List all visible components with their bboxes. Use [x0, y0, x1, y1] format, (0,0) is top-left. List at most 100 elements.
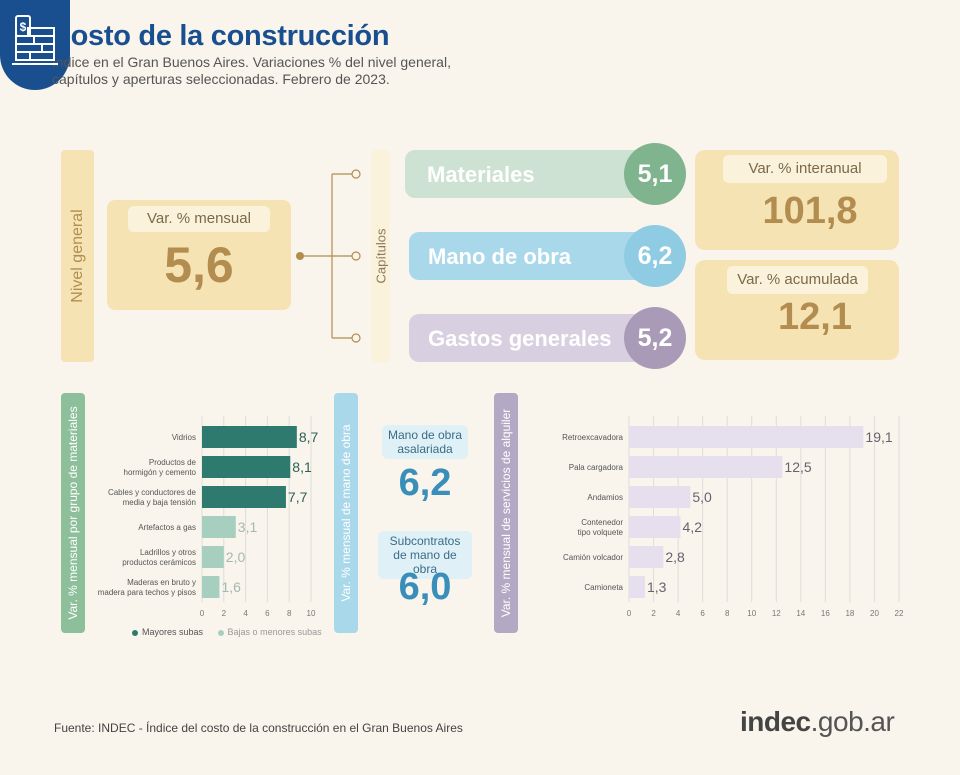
interanual-label: Var. % interanual: [723, 155, 887, 183]
capitulo-gastos-bar: Gastos generales: [409, 314, 655, 362]
bar: [629, 426, 864, 448]
logo-suffix: .gob.ar: [810, 706, 895, 737]
category-label-line: productos cerámicos: [122, 558, 196, 567]
category-label: Camión volcador: [563, 553, 623, 562]
category-label-line: Camioneta: [584, 583, 623, 592]
capitulo-mano-obra-label: Mano de obra: [428, 244, 572, 269]
alquiler-strip: Var. % mensual de servicios de alquiler: [494, 393, 518, 633]
category-label-line: Contenedor: [581, 518, 623, 527]
capitulo-materiales-value: 5,1: [624, 143, 686, 205]
category-label-line: Cables y conductores de: [108, 488, 197, 497]
category-label: Cables y conductores de media y baja tens…: [108, 488, 197, 507]
x-tick-label: 2: [222, 609, 227, 618]
legend-major-dot: [132, 629, 138, 636]
legend-major-label: Mayores subas: [142, 627, 204, 637]
category-label: Andamios: [587, 493, 623, 502]
bricks-price-icon: $: [12, 15, 58, 65]
svg-text:$: $: [20, 20, 27, 34]
data-label: 5,0: [692, 489, 712, 505]
x-tick-label: 22: [895, 609, 904, 618]
x-tick-label: 0: [627, 609, 632, 618]
capitulo-gastos-label: Gastos generales: [428, 326, 612, 351]
x-tick-label: 8: [287, 609, 292, 618]
category-label-line: Vidrios: [172, 433, 196, 442]
category-label: Productos de hormigón y cemento: [124, 458, 197, 477]
x-tick-label: 2: [651, 609, 656, 618]
x-tick-label: 10: [747, 609, 756, 618]
bar: [629, 486, 691, 508]
capitulo-mano-obra-bar: Mano de obra: [409, 232, 655, 280]
x-tick-label: 0: [200, 609, 205, 618]
subcontratos-label: Subcontratos de mano de obra: [378, 531, 472, 579]
capitulo-mano-obra-value: 6,2: [624, 225, 686, 287]
category-label-line: media y baja tensión: [123, 498, 196, 507]
mano-obra-panel-label: Var. % mensual de mano de obra: [339, 424, 353, 602]
bar: [629, 546, 664, 568]
bar: [629, 456, 783, 478]
category-label: Artefactos a gas: [138, 523, 196, 532]
category-label-line: Pala cargadora: [569, 463, 624, 472]
legend-minor-label: Bajas o menores subas: [227, 627, 322, 637]
category-label: Camioneta: [584, 583, 623, 592]
x-tick-label: 6: [700, 609, 705, 618]
data-label: 4,2: [683, 519, 703, 535]
category-label-line: Artefactos a gas: [138, 523, 196, 532]
bar: [202, 546, 224, 568]
page-subtitle: Índice en el Gran Buenos Aires. Variacio…: [52, 54, 451, 87]
nivel-general-strip: Nivel general: [61, 150, 94, 362]
legend-minor-dot: [217, 629, 224, 636]
nivel-general-value: 5,6: [164, 237, 234, 293]
capitulo-gastos-value: 5,2: [624, 307, 686, 369]
category-label-line: madera para techos y pisos: [98, 588, 196, 597]
acumulada-label: Var. % acumulada: [727, 266, 868, 294]
acumulada-value: 12,1: [778, 296, 852, 338]
bar: [202, 426, 297, 448]
x-tick-label: 12: [772, 609, 781, 618]
x-tick-label: 18: [845, 609, 854, 618]
category-label: Maderas en bruto y madera para techos y p…: [98, 578, 196, 597]
x-tick-label: 10: [307, 609, 316, 618]
mano-obra-strip: Var. % mensual de mano de obra: [334, 393, 358, 633]
category-label: Contenedor tipo volquete: [578, 518, 624, 537]
materiales-panel-label: Var. % mensual por grupo de materiales: [66, 406, 80, 620]
source-note: Fuente: INDEC - Índice del costo de la c…: [54, 721, 463, 735]
subcontratos-value: 6,0: [398, 566, 452, 608]
bar: [202, 486, 286, 508]
indec-logo: indec.gob.ar: [740, 706, 895, 738]
alquiler-chart: 0 2 4 6 8 10 12 14 16 18 20 22 Retroexcavadora 19,1 Pa…: [562, 416, 904, 618]
category-label-line: Maderas en bruto y: [127, 578, 196, 587]
construction-badge: $: [0, 0, 70, 90]
capitulos-strip: Capítulos: [371, 150, 390, 362]
materiales-strip: Var. % mensual por grupo de materiales: [61, 393, 85, 633]
data-label: 1,3: [647, 579, 667, 595]
capitulos-label: Capítulos: [373, 228, 388, 284]
capitulo-materiales-label: Materiales: [427, 162, 535, 187]
x-tick-label: 20: [870, 609, 879, 618]
category-label-line: tipo volquete: [578, 528, 624, 537]
page-title: Costo de la construcción: [50, 20, 390, 52]
category-label-line: Andamios: [587, 493, 623, 502]
data-label: 1,6: [221, 579, 241, 595]
x-tick-label: 4: [676, 609, 681, 618]
data-label: 19,1: [865, 429, 892, 445]
category-label: Ladrillos y otros productos cerámicos: [122, 548, 196, 567]
data-label: 12,5: [784, 459, 811, 475]
data-label: 2,8: [665, 549, 685, 565]
data-label: 8,7: [299, 429, 319, 445]
bar: [629, 516, 681, 538]
x-tick-label: 4: [243, 609, 248, 618]
category-label: Vidrios: [172, 433, 196, 442]
data-label: 7,7: [288, 489, 308, 505]
bar: [202, 516, 236, 538]
category-label-line: Ladrillos y otros: [140, 548, 196, 557]
alquiler-panel-label: Var. % mensual de servicios de alquiler: [499, 408, 513, 618]
x-tick-label: 16: [821, 609, 830, 618]
x-tick-label: 14: [796, 609, 805, 618]
logo-main: indec: [740, 706, 811, 737]
data-label: 2,0: [226, 549, 246, 565]
asalariada-value: 6,2: [398, 462, 452, 504]
category-label-line: Camión volcador: [563, 553, 623, 562]
x-tick-label: 6: [265, 609, 270, 618]
x-tick-label: 8: [725, 609, 730, 618]
category-label: Retroexcavadora: [562, 433, 623, 442]
